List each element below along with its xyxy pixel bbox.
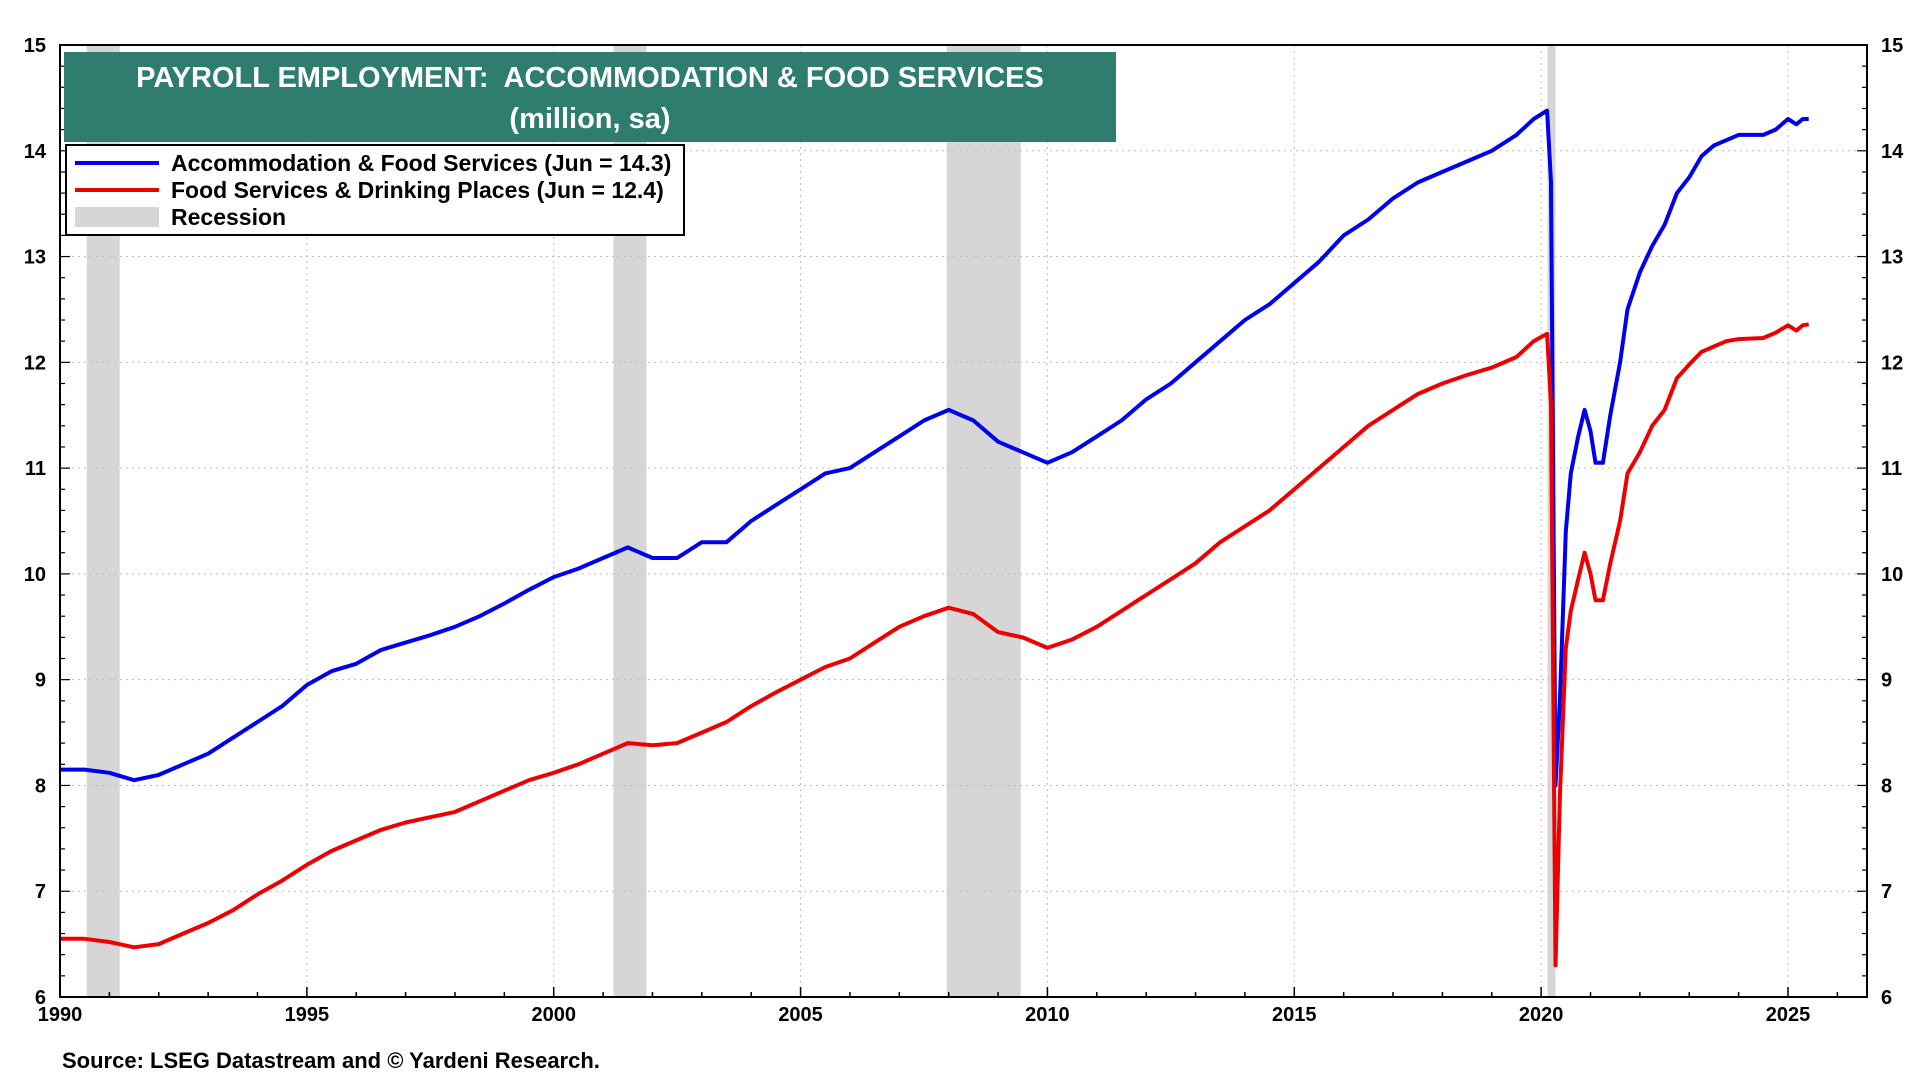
legend-item-recession: Recession <box>75 204 286 230</box>
plot-frame <box>59 44 1868 998</box>
series-line-0 <box>60 108 1809 788</box>
chart-title: PAYROLL EMPLOYMENT: ACCOMMODATION & FOOD… <box>136 62 1044 94</box>
source-note: Source: LSEG Datastream and © Yardeni Re… <box>62 1048 600 1073</box>
chart-subtitle: (million, sa) <box>509 103 671 135</box>
y-tick-label-left-6: 12 <box>24 352 46 374</box>
y-tick-label-left-5: 11 <box>25 458 46 480</box>
x-tick-label-6: 2020 <box>1519 1004 1564 1026</box>
chart-title-box: PAYROLL EMPLOYMENT: ACCOMMODATION & FOOD… <box>64 52 1116 142</box>
y-tick-label-left-0: 6 <box>35 987 46 1009</box>
x-tick-label-1: 1995 <box>285 1004 330 1026</box>
y-tick-label-left-8: 14 <box>24 141 47 163</box>
series-line-1 <box>60 322 1810 968</box>
legend-swatch-recession <box>75 207 159 227</box>
legend-label-recession: Recession <box>171 203 287 230</box>
legend-swatch-blue <box>75 161 159 165</box>
x-tick-label-3: 2005 <box>778 1004 823 1026</box>
legend-item-food-services: Food Services & Drinking Places (Jun = 1… <box>75 177 664 203</box>
y-tick-label-right-5: 11 <box>1881 458 1902 480</box>
y-tick-label-right-2: 8 <box>1881 775 1892 797</box>
legend-label-accommodation: Accommodation & Food Services (Jun = 14.… <box>171 149 672 176</box>
y-tick-label-right-0: 6 <box>1881 987 1892 1009</box>
y-tick-label-left-2: 8 <box>35 775 46 797</box>
y-tick-label-right-6: 12 <box>1881 352 1903 374</box>
y-tick-label-left-7: 13 <box>24 247 46 269</box>
x-tick-label-4: 2010 <box>1025 1004 1070 1026</box>
x-tick-label-7: 2025 <box>1766 1004 1811 1026</box>
x-tick-label-2: 2000 <box>531 1004 576 1026</box>
y-tick-label-right-8: 14 <box>1881 141 1904 163</box>
legend-item-accommodation: Accommodation & Food Services (Jun = 14.… <box>75 150 671 176</box>
x-tick-label-0: 1990 <box>38 1004 83 1026</box>
y-tick-label-left-9: 15 <box>24 35 46 57</box>
y-tick-label-left-1: 7 <box>35 881 46 903</box>
legend: Accommodation & Food Services (Jun = 14.… <box>65 144 685 236</box>
y-tick-label-right-3: 9 <box>1881 670 1892 692</box>
y-tick-label-right-1: 7 <box>1881 881 1892 903</box>
y-tick-label-left-3: 9 <box>35 670 46 692</box>
x-tick-label-5: 2015 <box>1272 1004 1317 1026</box>
y-tick-label-right-9: 15 <box>1881 35 1903 57</box>
legend-swatch-red <box>75 188 159 192</box>
y-axis-labels-left: 6 7 8 9 10 11 12 13 14 15 <box>24 35 47 1009</box>
y-tick-label-right-7: 13 <box>1881 247 1903 269</box>
y-tick-label-right-4: 10 <box>1881 564 1903 586</box>
y-axis-labels-right: 6 7 8 9 10 11 12 13 14 15 <box>1881 35 1904 1009</box>
legend-label-food-services: Food Services & Drinking Places (Jun = 1… <box>171 176 664 203</box>
x-axis-labels: 1990 1995 2000 2005 2010 2015 2020 2025 <box>38 1004 1811 1026</box>
y-tick-label-left-4: 10 <box>24 564 46 586</box>
series-lines <box>60 108 1810 968</box>
recession-band-2 <box>946 45 1021 997</box>
